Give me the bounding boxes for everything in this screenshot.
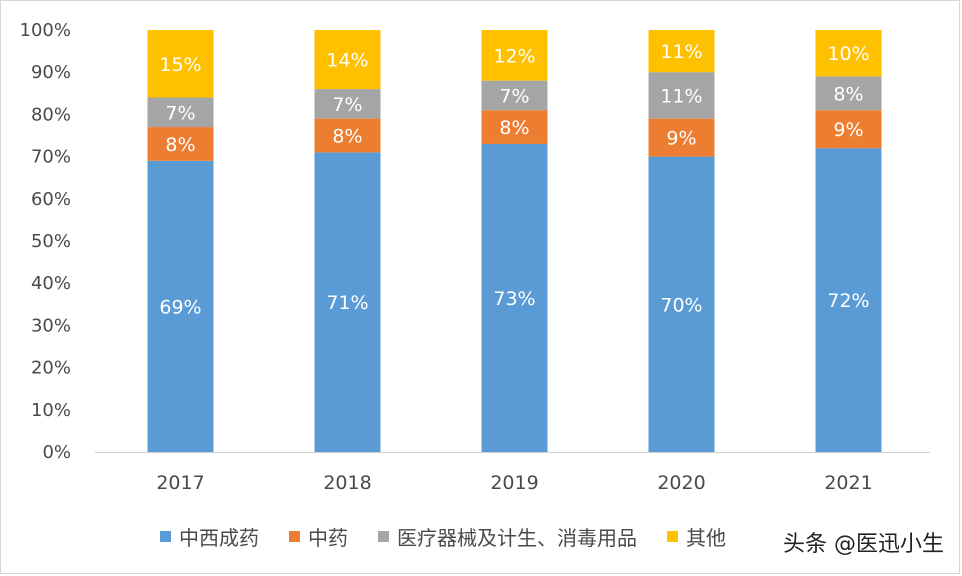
legend-item-3: 其他 — [667, 522, 726, 551]
data-label-2020-2: 11% — [660, 85, 702, 107]
data-label-2017-0: 69% — [159, 296, 201, 318]
data-label-2019-0: 73% — [493, 288, 535, 310]
data-label-2017-2: 7% — [165, 102, 195, 124]
data-label-2019-1: 8% — [499, 117, 529, 139]
data-label-2021-1: 9% — [833, 119, 863, 141]
x-tick-label: 2021 — [824, 472, 872, 494]
y-tick-label: 80% — [31, 104, 71, 125]
y-tick-label: 70% — [31, 147, 71, 168]
bar-segment-2017-2 — [147, 97, 214, 128]
legend-label-2: 医疗器械及计生、消毒用品 — [397, 526, 637, 550]
bar-segment-2021-1 — [815, 110, 882, 149]
legend-swatch-0 — [160, 531, 171, 542]
bar-segment-2017-1 — [147, 127, 214, 161]
bar-segment-2020-2 — [648, 72, 715, 119]
legend-swatch-1 — [289, 531, 300, 542]
x-tick-label: 2019 — [490, 472, 538, 494]
bar-segment-2020-0 — [648, 156, 715, 452]
data-label-2021-3: 10% — [827, 43, 869, 65]
legend: 中西成药 中药 医疗器械及计生、消毒用品 其他 — [160, 522, 756, 551]
watermark: 头条 @医迅小生 — [783, 532, 944, 557]
bar-segment-2017-3 — [147, 30, 214, 98]
bar-segment-2018-1 — [314, 118, 381, 153]
y-tick-label: 10% — [31, 400, 71, 421]
data-label-2019-2: 7% — [499, 85, 529, 107]
legend-swatch-3 — [667, 531, 678, 542]
legend-swatch-2 — [378, 531, 389, 542]
legend-item-2: 医疗器械及计生、消毒用品 — [378, 522, 637, 551]
bar-segment-2021-2 — [815, 76, 882, 111]
x-tick-label: 2020 — [657, 472, 705, 494]
data-label-2017-3: 15% — [159, 54, 201, 76]
bar-segment-2019-0 — [481, 143, 548, 452]
legend-item-1: 中药 — [289, 522, 348, 551]
y-tick-label: 100% — [20, 20, 71, 41]
bar-segment-2020-3 — [648, 30, 715, 73]
bar-segment-2018-2 — [314, 89, 381, 119]
data-label-2020-1: 9% — [666, 128, 696, 150]
legend-label-3: 其他 — [686, 526, 726, 550]
legend-item-0: 中西成药 — [160, 522, 259, 551]
data-label-2018-1: 8% — [332, 126, 362, 148]
data-label-2020-0: 70% — [660, 294, 702, 316]
y-tick-label: 20% — [31, 358, 71, 379]
data-label-2019-3: 12% — [493, 45, 535, 67]
data-label-2021-0: 72% — [827, 290, 869, 312]
data-label-2018-0: 71% — [326, 292, 368, 314]
legend-label-0: 中西成药 — [179, 526, 259, 550]
bar-segment-2021-0 — [815, 148, 882, 452]
y-tick-label: 90% — [31, 62, 71, 83]
y-tick-label: 30% — [31, 315, 71, 336]
y-tick-label: 50% — [31, 231, 71, 252]
legend-label-1: 中药 — [308, 526, 348, 550]
bar-segment-2019-2 — [481, 80, 548, 111]
bar-segment-2019-3 — [481, 30, 548, 81]
data-label-2020-3: 11% — [660, 41, 702, 63]
data-label-2017-1: 8% — [165, 134, 195, 156]
bar-segment-2018-3 — [314, 30, 381, 90]
bar-segment-2019-1 — [481, 110, 548, 144]
y-tick-label: 0% — [42, 442, 71, 463]
data-label-2021-2: 8% — [833, 83, 863, 105]
bar-segment-2018-0 — [314, 152, 381, 452]
bar-segment-2021-3 — [815, 30, 882, 77]
bar-segment-2020-1 — [648, 118, 715, 157]
y-tick-label: 40% — [31, 273, 71, 294]
y-tick-label: 60% — [31, 189, 71, 210]
data-label-2018-2: 7% — [332, 94, 362, 116]
bar-segment-2017-0 — [147, 160, 214, 452]
data-label-2018-3: 14% — [326, 50, 368, 72]
x-tick-label: 2017 — [156, 472, 204, 494]
x-tick-label: 2018 — [323, 472, 371, 494]
